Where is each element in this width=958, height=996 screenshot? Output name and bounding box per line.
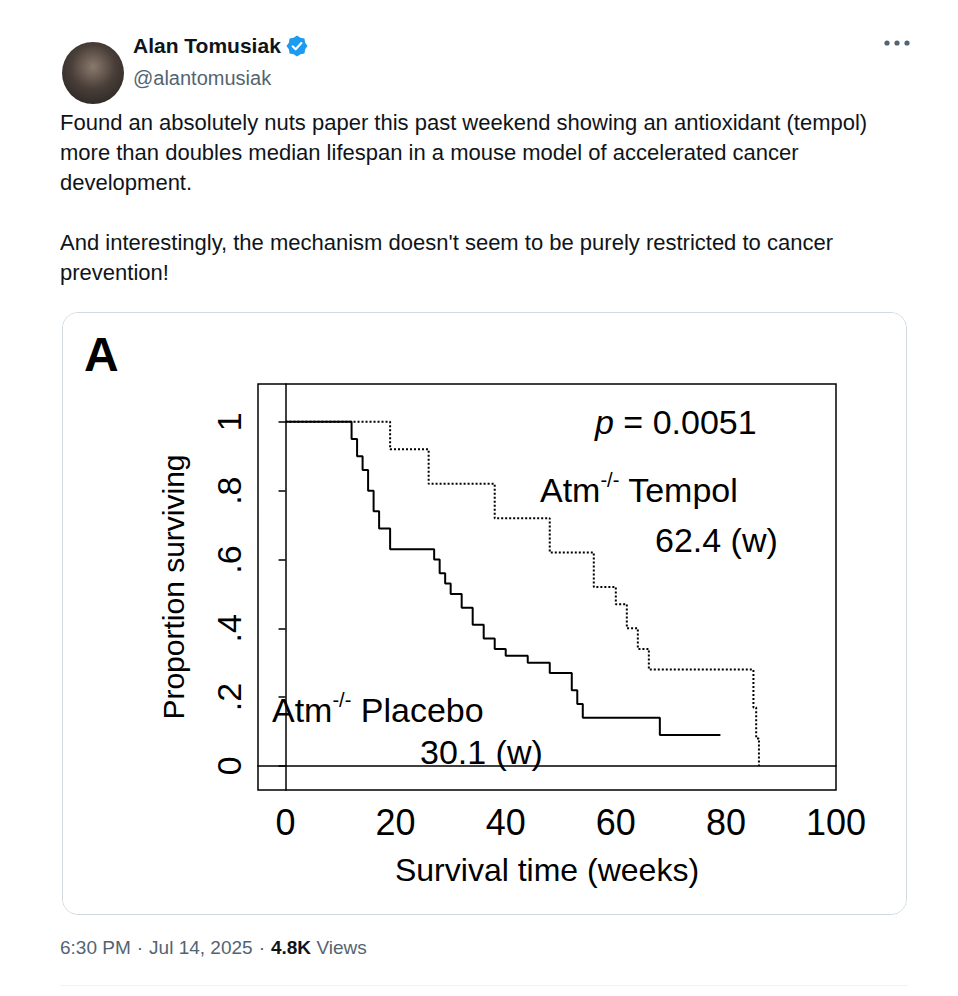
html-text:@alantomusiak: @alantomusiak bbox=[133, 67, 272, 89]
svg-text:-/-: -/- bbox=[600, 469, 619, 491]
html-text:Found an absolutely nuts paper: Found an absolutely nuts paper this past… bbox=[60, 110, 868, 195]
svg-text:60: 60 bbox=[596, 802, 636, 843]
svg-text:100: 100 bbox=[806, 802, 866, 843]
svg-text:Tempol: Tempol bbox=[619, 471, 737, 509]
svg-text:.8: .8 bbox=[210, 476, 248, 504]
html-text:And interestingly, the mechani: And interestingly, the mechanism doesn't… bbox=[60, 230, 833, 285]
svg-text:Placebo: Placebo bbox=[351, 691, 483, 729]
svg-text:Atm: Atm bbox=[272, 691, 332, 729]
svg-text:.4: .4 bbox=[210, 614, 248, 642]
svg-text:.2: .2 bbox=[210, 683, 248, 711]
svg-text:80: 80 bbox=[706, 802, 746, 843]
svg-text:40: 40 bbox=[486, 802, 526, 843]
svg-text:Proportion surviving: Proportion surviving bbox=[157, 454, 190, 719]
svg-text:Survival time (weeks): Survival time (weeks) bbox=[395, 852, 699, 888]
svg-text:p: p bbox=[594, 403, 614, 441]
svg-text:62.4 (w): 62.4 (w) bbox=[655, 521, 778, 559]
svg-text:A: A bbox=[84, 328, 119, 381]
svg-text:20: 20 bbox=[376, 802, 416, 843]
html-text:Alan Tomusiak: Alan Tomusiak bbox=[133, 34, 281, 57]
svg-text:-/-: -/- bbox=[332, 689, 351, 711]
svg-text:Atm: Atm bbox=[540, 471, 600, 509]
svg-text:0: 0 bbox=[210, 756, 248, 775]
svg-text:30.1 (w): 30.1 (w) bbox=[420, 733, 543, 771]
html-text:6:30 PM · Jul 14, 2025 · 4.8K: 6:30 PM · Jul 14, 2025 · 4.8K Views bbox=[60, 937, 367, 958]
svg-text:.6: .6 bbox=[210, 545, 248, 573]
svg-text:0: 0 bbox=[276, 802, 296, 843]
svg-text:1: 1 bbox=[210, 412, 248, 431]
svg-text:= 0.0051: = 0.0051 bbox=[614, 403, 757, 441]
